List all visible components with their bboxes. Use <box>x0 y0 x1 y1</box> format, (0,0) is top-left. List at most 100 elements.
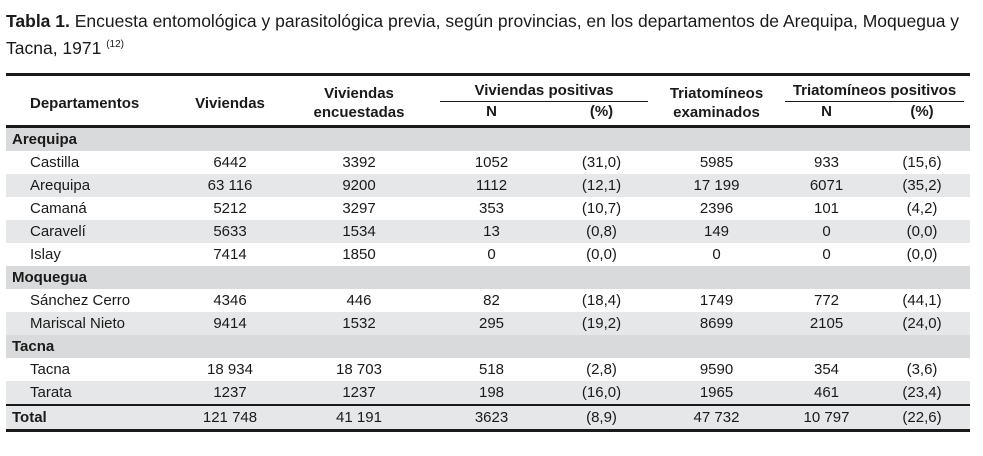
cell-viviendas-positivas-n: 518 <box>478 361 505 378</box>
cell-viviendas-positivas-pct: (19,2) <box>549 312 654 335</box>
cell-viviendas: 63 116 <box>176 174 284 197</box>
cell-provincia: Tacna <box>30 361 71 378</box>
cell-viviendas-positivas-pct: (0,0) <box>586 246 617 263</box>
total-label: Total <box>6 405 176 431</box>
total-viviendas: 121 748 <box>176 405 284 431</box>
header-viviendas-positivas-pct: (%) <box>589 103 614 120</box>
header-viviendas: Viviendas <box>195 94 265 112</box>
cell-triatominos-examinados: 1965 <box>654 381 779 405</box>
cell-triatominos-positivos-n: 6071 <box>779 174 874 197</box>
cell-triatominos-examinados: 17 199 <box>654 174 779 197</box>
cell-viviendas-positivas-pct: (31,0) <box>581 154 622 171</box>
cell-triatominos-positivos-pct: (44,1) <box>902 292 942 309</box>
caption-reference: (12) <box>106 39 125 50</box>
cell-triatominos-positivos-pct: (0,0) <box>874 220 970 243</box>
department-name: Moquegua <box>6 266 970 289</box>
cell-viviendas-positivas-n: 353 <box>478 200 505 217</box>
cell-triatominos-positivos-n: 772 <box>813 292 840 309</box>
header-triatominos-positivos-pct: (%) <box>910 103 934 120</box>
cell-viviendas-positivas-pct: (2,8) <box>586 361 617 378</box>
total-row: Total 121 748 41 191 3623 (8,9) 47 732 10 797(… <box>6 405 970 431</box>
cell-viviendas-positivas-pct: (10,7) <box>581 200 622 217</box>
cell-viviendas: 5633 <box>176 220 284 243</box>
cell-triatominos-examinados: 5985 <box>699 154 734 171</box>
header-departamentos: Departamentos <box>30 94 140 112</box>
cell-viviendas-positivas-pct: (12,1) <box>549 174 654 197</box>
cell-viviendas-positivas-pct: (18,4) <box>581 292 622 309</box>
header-triatominos-positivos-label: Triatomíneos positivos <box>785 81 964 102</box>
table-row: Tacna 18 934 18 703 518 (2,8) 9590 354 (3,6) <box>6 358 970 381</box>
cell-viviendas-encuestadas: 9200 <box>284 174 434 197</box>
cell-triatominos-positivos-pct: (3,6) <box>906 361 938 378</box>
cell-triatominos-examinados: 9590 <box>699 361 734 378</box>
cell-viviendas-positivas-n: 82 <box>483 292 500 309</box>
cell-viviendas-positivas-n: 1112 <box>434 174 549 197</box>
cell-triatominos-positivos-n: 461 <box>779 381 874 405</box>
table-row: Castilla 6442 3392 1052 (31,0) 5985 933 (15,6) <box>6 151 970 174</box>
table-row: Mariscal Nieto 9414 1532 295 (19,2) 8699 2105(… <box>6 312 970 335</box>
cell-viviendas-encuestadas: 1237 <box>284 381 434 405</box>
cell-viviendas: 5212 <box>213 200 247 217</box>
cell-provincia: Caravelí <box>6 220 176 243</box>
cell-triatominos-examinados: 2396 <box>699 200 734 217</box>
cell-triatominos-positivos-pct: (23,4) <box>874 381 970 405</box>
cell-viviendas-encuestadas: 446 <box>346 292 372 309</box>
cell-viviendas: 9414 <box>176 312 284 335</box>
total-viviendas-positivas-pct: (8,9) <box>549 405 654 431</box>
cell-viviendas-positivas-pct: (16,0) <box>549 381 654 405</box>
cell-viviendas: 4346 <box>213 292 247 309</box>
cell-provincia: Camaná <box>30 200 87 217</box>
cell-triatominos-positivos-pct: (35,2) <box>874 174 970 197</box>
cell-viviendas-positivas-n: 198 <box>434 381 549 405</box>
cell-triatominos-positivos-n: 354 <box>813 361 840 378</box>
cell-triatominos-positivos-n: 933 <box>813 154 840 171</box>
data-table-container: Departamentos Viviendas Viviendas encues… <box>6 73 970 432</box>
cell-triatominos-positivos-pct: (4,2) <box>906 200 938 217</box>
table-body: Arequipa Castilla 6442 3392 1052 (31,0) 5985 93… <box>6 126 970 431</box>
header-viviendas-positivas-n: N <box>486 103 497 120</box>
table-header: Departamentos Viviendas Viviendas encues… <box>6 74 970 127</box>
table-row: Caravelí 5633 1534 13 (0,8) 149 0 (0,0) <box>6 220 970 243</box>
cell-viviendas-encuestadas: 1534 <box>284 220 434 243</box>
header-triatominos-positivos: Triatomíneos positivos <box>779 75 970 102</box>
cell-viviendas-encuestadas: 1850 <box>342 246 376 263</box>
table-row: Tarata 1237 1237 198 (16,0) 1965 461 (23,4) <box>6 381 970 405</box>
cell-triatominos-positivos-pct: (15,6) <box>902 154 942 171</box>
cell-provincia: Mariscal Nieto <box>6 312 176 335</box>
header-triatominos-examinados-line1: Triatomíneos <box>669 85 764 102</box>
cell-provincia: Tarata <box>6 381 176 405</box>
cell-viviendas: 7414 <box>213 246 247 263</box>
department-group-row: Moquegua <box>6 266 970 289</box>
cell-provincia: Castilla <box>30 154 80 171</box>
total-viviendas-encuestadas: 41 191 <box>284 405 434 431</box>
header-triatominos-examinados: Triatomíneos examinados <box>654 75 779 127</box>
cell-viviendas: 6442 <box>213 154 247 171</box>
cell-viviendas-encuestadas: 3297 <box>342 200 376 217</box>
cell-viviendas-positivas-n: 13 <box>434 220 549 243</box>
header-viviendas-encuestadas: Viviendas encuestadas <box>284 75 434 127</box>
department-group-row: Arequipa <box>6 126 970 151</box>
cell-viviendas: 18 934 <box>207 361 253 378</box>
total-triatominos-positivos-n: 10 797 <box>779 405 874 431</box>
data-table: Departamentos Viviendas Viviendas encues… <box>6 73 970 432</box>
cell-provincia: Sánchez Cerro <box>30 292 131 309</box>
cell-viviendas-encuestadas: 1532 <box>284 312 434 335</box>
cell-viviendas-positivas-pct: (0,8) <box>549 220 654 243</box>
header-viviendas-positivas-label: Viviendas positivas <box>440 81 648 102</box>
cell-viviendas-positivas-n: 1052 <box>474 154 509 171</box>
header-viviendas-encuestadas-line1: Viviendas <box>324 85 394 102</box>
department-name: Arequipa <box>6 126 970 151</box>
department-name: Tacna <box>6 335 970 358</box>
cell-triatominos-examinados: 0 <box>712 246 721 263</box>
total-triatominos-positivos-pct: (22,6) <box>874 405 970 431</box>
table-row: Camaná 5212 3297 353 (10,7) 2396 101 (4,2) <box>6 197 970 220</box>
cell-triatominos-positivos-pct: (24,0) <box>874 312 970 335</box>
cell-triatominos-positivos-n: 0 <box>822 246 831 263</box>
header-triatominos-positivos-n: N <box>821 103 832 120</box>
caption-text: Encuesta entomológica y parasitológica p… <box>6 11 960 58</box>
table-row: Arequipa 63 116 9200 1112 (12,1) 17 199 6071 (3… <box>6 174 970 197</box>
cell-provincia: Arequipa <box>6 174 176 197</box>
cell-viviendas-encuestadas: 18 703 <box>336 361 382 378</box>
cell-triatominos-positivos-n: 0 <box>779 220 874 243</box>
cell-triatominos-positivos-n: 2105 <box>779 312 874 335</box>
